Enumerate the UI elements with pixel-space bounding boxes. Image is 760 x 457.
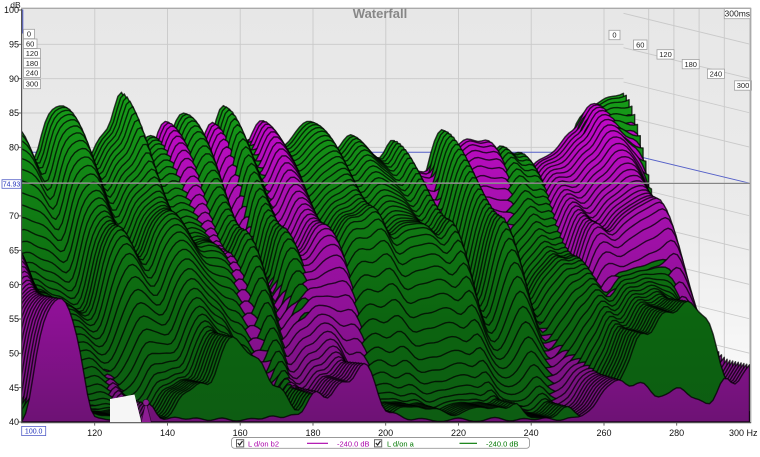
svg-text:65: 65 — [9, 246, 19, 256]
svg-text:300: 300 — [26, 80, 39, 89]
svg-text:120: 120 — [659, 50, 672, 59]
svg-text:240: 240 — [26, 69, 39, 78]
svg-text:180: 180 — [684, 60, 697, 69]
svg-text:60: 60 — [636, 40, 644, 49]
svg-text:74.93: 74.93 — [3, 182, 21, 189]
svg-text:80: 80 — [9, 143, 19, 153]
svg-text:70: 70 — [9, 211, 19, 221]
svg-text:240: 240 — [710, 70, 723, 79]
svg-text:85: 85 — [9, 108, 19, 118]
svg-text:95: 95 — [9, 40, 19, 50]
svg-text:140: 140 — [160, 428, 175, 438]
svg-text:Waterfall: Waterfall — [353, 6, 407, 21]
svg-text:300 Hz: 300 Hz — [729, 428, 758, 438]
svg-text:300ms: 300ms — [725, 9, 751, 19]
svg-text:45: 45 — [9, 383, 19, 393]
svg-text:-240.0 dB: -240.0 dB — [486, 439, 519, 448]
svg-text:-240.0 dB: -240.0 dB — [337, 439, 370, 448]
svg-text:260: 260 — [596, 428, 611, 438]
svg-text:L d/on a: L d/on a — [387, 439, 415, 448]
svg-text:280: 280 — [669, 428, 684, 438]
svg-text:180: 180 — [305, 428, 320, 438]
svg-text:180: 180 — [26, 59, 39, 68]
svg-text:240: 240 — [524, 428, 539, 438]
svg-text:dB: dB — [10, 0, 21, 10]
svg-text:100.0: 100.0 — [25, 429, 43, 436]
svg-text:40: 40 — [9, 417, 19, 427]
svg-text:0: 0 — [612, 31, 616, 40]
svg-text:200: 200 — [378, 428, 393, 438]
svg-text:0: 0 — [27, 30, 31, 39]
svg-text:120: 120 — [87, 428, 102, 438]
svg-text:55: 55 — [9, 314, 19, 324]
svg-text:300: 300 — [737, 81, 750, 90]
svg-text:50: 50 — [9, 349, 19, 359]
svg-text:160: 160 — [233, 428, 248, 438]
svg-text:120: 120 — [26, 49, 39, 58]
svg-text:220: 220 — [451, 428, 466, 438]
svg-text:100: 100 — [4, 5, 19, 15]
svg-text:60: 60 — [26, 39, 34, 48]
svg-text:90: 90 — [9, 74, 19, 84]
svg-text:L d/on b2: L d/on b2 — [248, 439, 279, 448]
svg-text:60: 60 — [9, 280, 19, 290]
